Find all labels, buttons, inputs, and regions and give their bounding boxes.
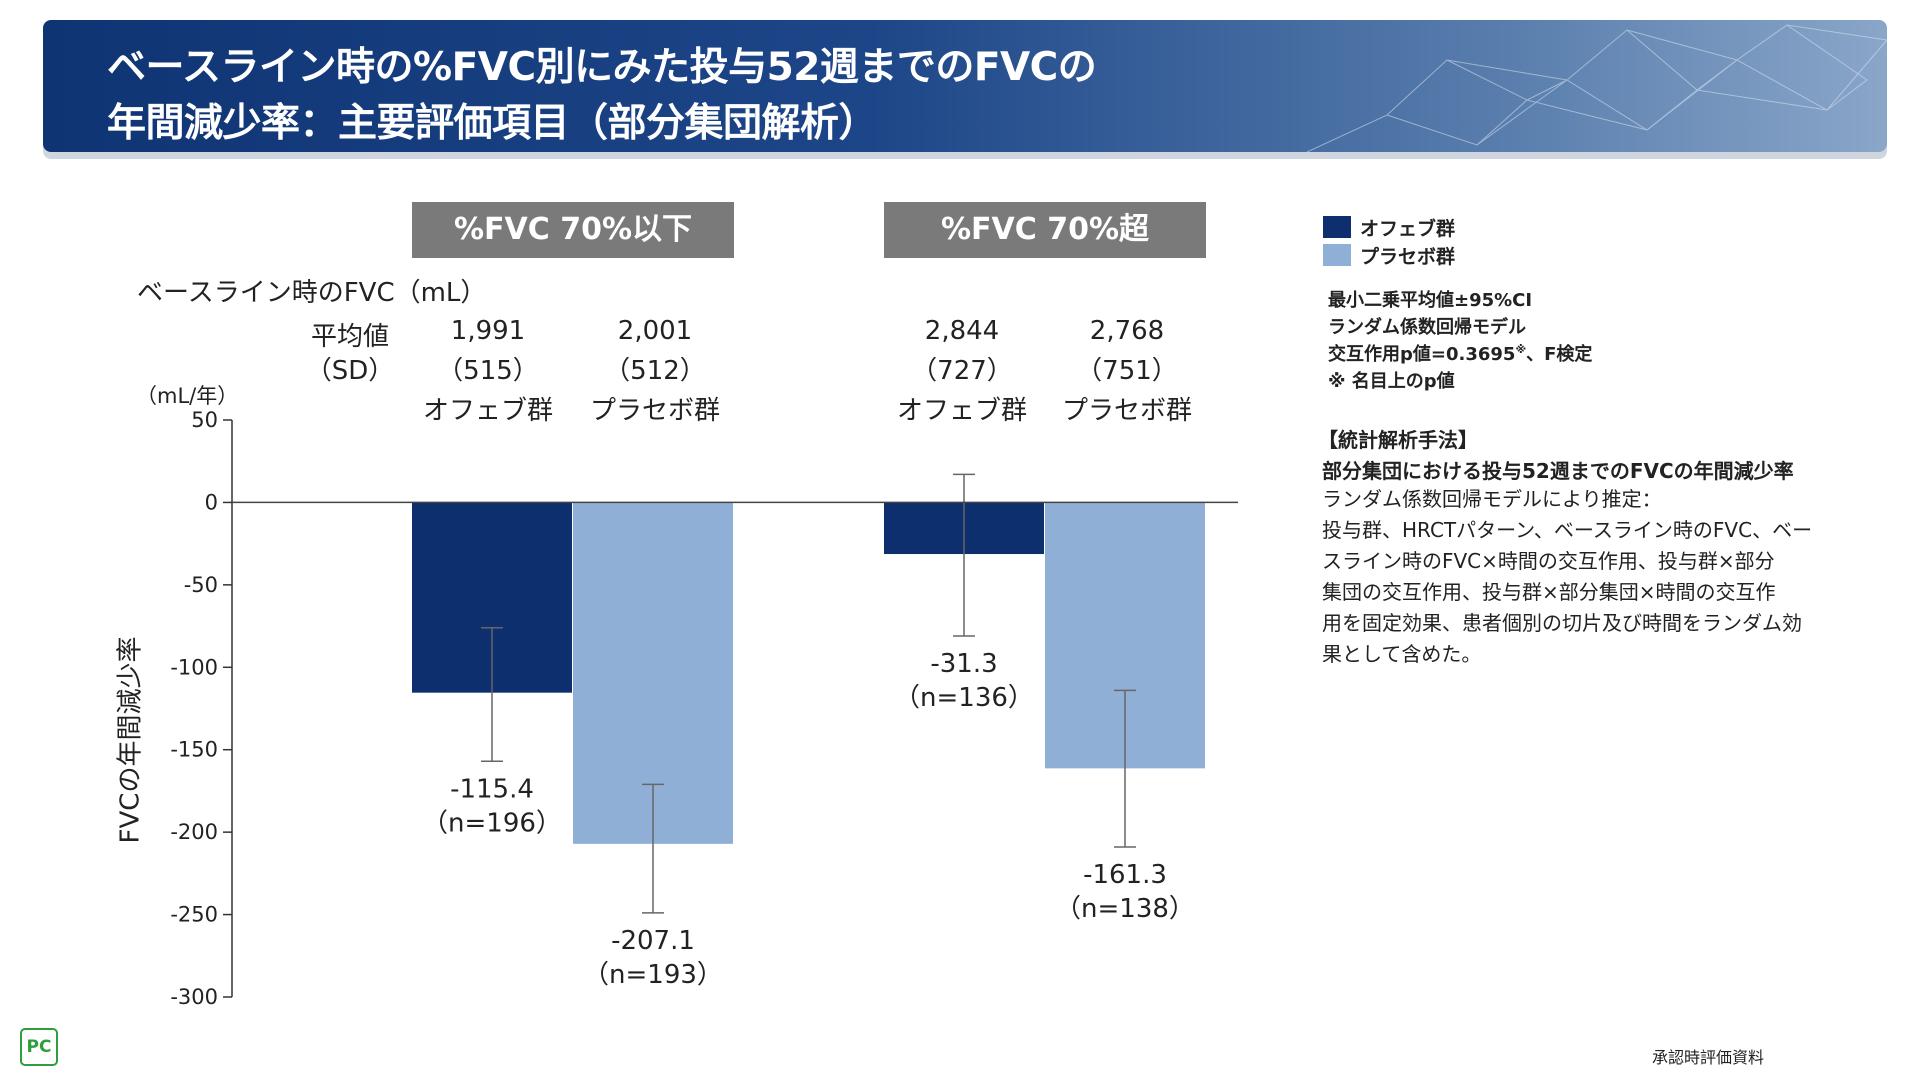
baseline-fvc-label: ベースライン時のFVC（mL） (137, 278, 487, 308)
data-label: -115.4 (450, 774, 534, 804)
methods-line: 投与群、HRCTパターン、ベースライン時のFVC、ベー (1322, 518, 1813, 542)
y-tick-label: -50 (184, 573, 218, 597)
baseline-mean-g1-placebo: 2,001 (617, 316, 693, 346)
bar-label-g2-placebo: プラセボ群 (1061, 396, 1192, 426)
baseline-sd-label: （SD） (305, 356, 395, 386)
baseline-mean-g2-placebo: 2,768 (1089, 316, 1165, 346)
y-tick-label: -150 (170, 738, 218, 762)
data-label: -207.1 (611, 926, 695, 956)
note-ls-mean: 最小二乗平均値±95%CI (1328, 290, 1533, 311)
note-interaction-p: 交互作用p値=0.3695※、F検定 (1328, 340, 1592, 366)
banner-mesh-decoration (1306, 24, 1887, 152)
note-interaction-p-sup: ※ (1515, 343, 1527, 356)
n-label: （n=138） (1055, 894, 1195, 924)
y-tick-label: -250 (170, 903, 218, 927)
y-tick-label: 50 (191, 408, 218, 432)
page-title-line2: 年間減少率：主要評価項目（部分集団解析） (107, 101, 878, 146)
y-axis-unit: （mL/年） (136, 384, 239, 408)
bar-chart: 50 0 -50 -100 -150 -200 -250 -300 -115.4 （n=196） -… (170, 408, 1238, 1009)
legend-swatch-placebo (1323, 244, 1351, 266)
title-banner: ベースライン時の%FVC別にみた投与52週までのFVCの 年間減少率：主要評価項… (43, 20, 1887, 152)
n-label: （n=196） (422, 808, 562, 838)
baseline-sd-g2-ofev: （727） (911, 356, 1013, 386)
footer-document-note: 承認時評価資料 (1652, 1048, 1765, 1067)
n-label: （n=136） (894, 683, 1034, 713)
pc-logo-icon: PC (20, 1028, 58, 1066)
note-model: ランダム係数回帰モデル (1328, 317, 1526, 338)
baseline-sd-g1-ofev: （515） (437, 356, 539, 386)
baseline-mean-g1-ofev: 1,991 (450, 316, 526, 346)
n-label: （n=193） (583, 960, 723, 990)
baseline-mean-label: 平均値 (310, 322, 389, 352)
y-tick-label: 0 (205, 490, 218, 514)
methods-body: ランダム係数回帰モデルにより推定： 投与群、HRCTパターン、ベースライン時のF… (1322, 484, 1882, 670)
note-interaction-p-main: 交互作用p値=0.3695 (1328, 344, 1516, 365)
methods-line: 用を固定効果、患者個別の切片及び時間をランダム効 (1322, 611, 1802, 635)
bar-label-g1-placebo: プラセボ群 (589, 396, 720, 426)
baseline-mean-g2-ofev: 2,844 (924, 316, 1000, 346)
legend-label-placebo: プラセボ群 (1360, 246, 1456, 268)
methods-line: スライン時のFVC×時間の交互作用、投与群×部分 (1322, 549, 1775, 573)
y-tick-label: -100 (170, 655, 218, 679)
legend-swatch-ofev (1323, 216, 1351, 238)
baseline-sd-g1-placebo: （512） (604, 356, 706, 386)
data-label: -161.3 (1083, 860, 1167, 890)
methods-subheading: 部分集団における投与52週までのFVCの年間減少率 (1322, 459, 1794, 483)
y-tick-label: -200 (170, 820, 218, 844)
page-title-line1: ベースライン時の%FVC別にみた投与52週までのFVCの (107, 45, 1097, 90)
methods-heading: 【統計解析手法】 (1318, 428, 1478, 452)
bar-label-g1-ofev: オフェブ群 (422, 396, 553, 426)
methods-line: ランダム係数回帰モデルにより推定： (1322, 487, 1662, 511)
methods-line: 果として含めた。 (1322, 642, 1482, 666)
y-tick-label: -300 (170, 985, 218, 1009)
baseline-sd-g2-placebo: （751） (1076, 356, 1178, 386)
note-interaction-p-tail: 、F検定 (1526, 344, 1593, 365)
group-header-gt70: %FVC 70%超 (884, 202, 1206, 258)
legend-label-ofev: オフェブ群 (1360, 218, 1456, 240)
bar-label-g2-ofev: オフェブ群 (896, 396, 1027, 426)
note-nominal-p: ※ 名目上のp値 (1328, 371, 1455, 392)
methods-line: 集団の交互作用、投与群×部分集団×時間の交互作 (1322, 580, 1776, 604)
data-label: -31.3 (930, 649, 997, 679)
group-header-le70: %FVC 70%以下 (412, 202, 734, 258)
